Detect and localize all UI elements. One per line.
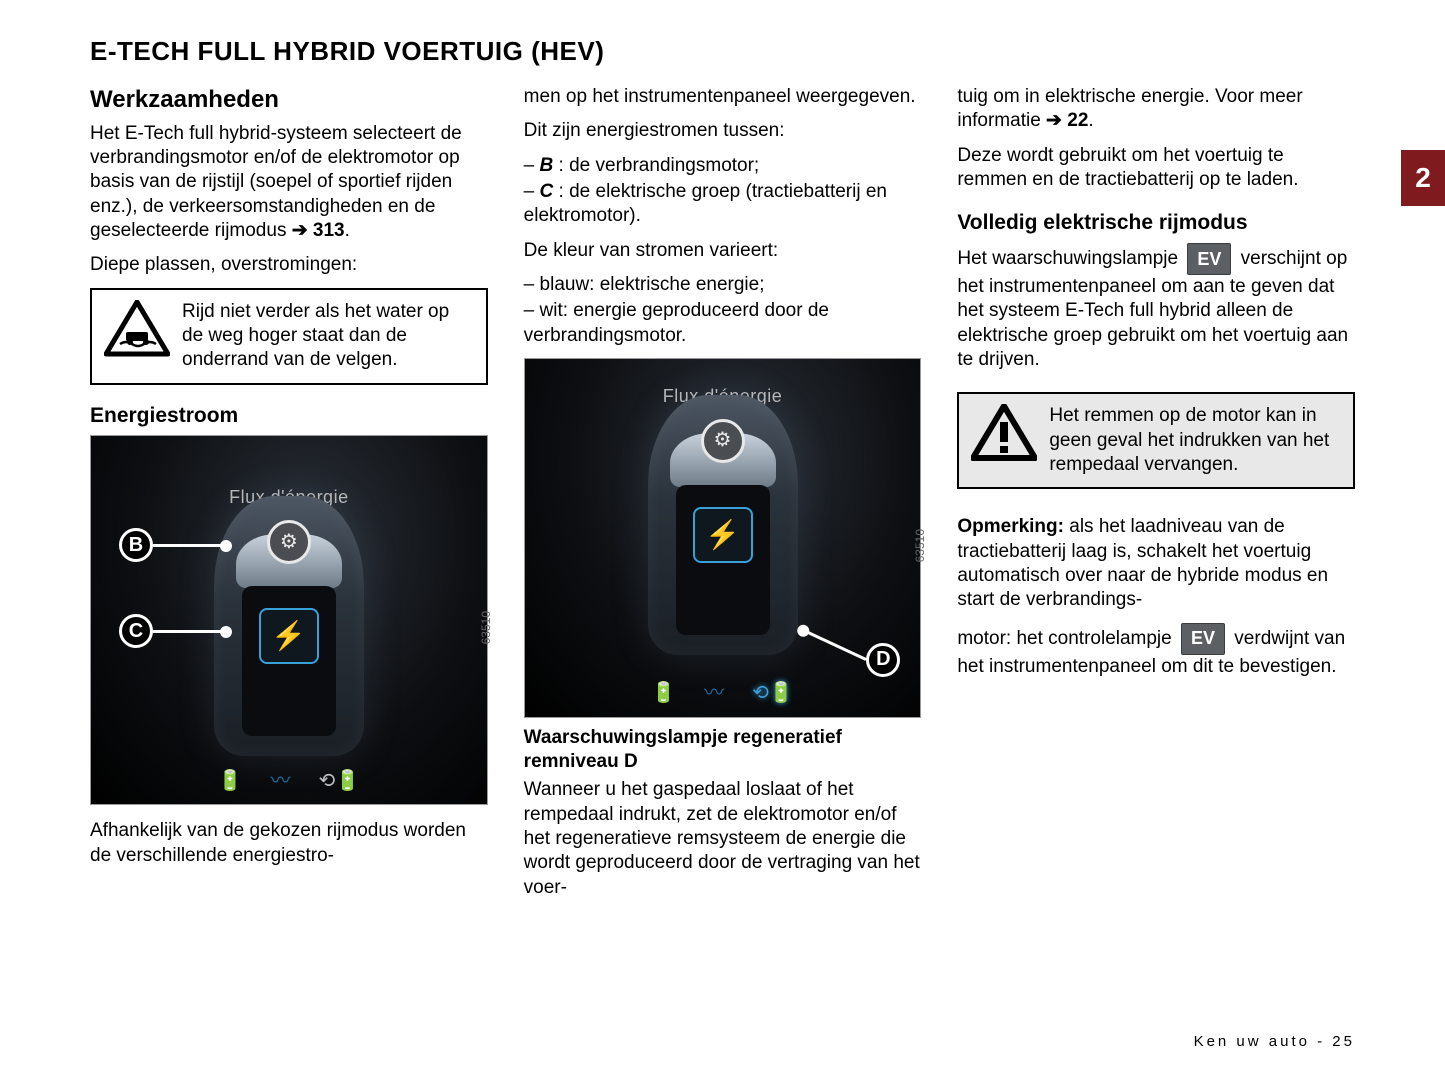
wave-icon: 〰 bbox=[704, 681, 724, 707]
note-label: Opmerking: bbox=[957, 516, 1064, 537]
figure-id: 63510 bbox=[913, 529, 928, 562]
text: Diepe plassen, overstromingen: bbox=[90, 253, 488, 277]
ref-22: 22 bbox=[1067, 110, 1088, 131]
column-3: tuig om in elektrische energie. Voor mee… bbox=[957, 85, 1355, 910]
ev-badge-icon: EV bbox=[1187, 243, 1231, 275]
text: Wanneer u het gaspedaal loslaat of het r… bbox=[524, 778, 922, 900]
warning-text: Rijd niet verder als het water op de weg… bbox=[182, 300, 474, 373]
arrow-icon: ➔ bbox=[1046, 110, 1067, 131]
warning-flooding: Rijd niet verder als het water op de weg… bbox=[90, 288, 488, 385]
ev-badge-icon: EV bbox=[1181, 623, 1225, 655]
callout-c: C bbox=[119, 614, 153, 648]
text: motor: het controlelampje bbox=[957, 628, 1171, 649]
page-footer: Ken uw auto - 25 bbox=[1194, 1033, 1355, 1050]
regen-icon: ⟲🔋 bbox=[318, 769, 360, 795]
battery-small-icon: 🔋 bbox=[218, 769, 243, 795]
text: Dit zijn energiestromen tussen: bbox=[524, 119, 922, 143]
warning-triangle-icon bbox=[971, 404, 1037, 462]
text: Het waarschuwingslampje bbox=[957, 248, 1178, 269]
text: Deze wordt gebruikt om het voertuig te r… bbox=[957, 144, 1355, 193]
battery-icon: ⚡ bbox=[693, 507, 753, 563]
engine-icon: ⚙ bbox=[701, 419, 745, 463]
text: Afhankelijk van de gekozen rijmodus word… bbox=[90, 819, 488, 868]
column-1: Werkzaamheden Het E-Tech full hybrid-sys… bbox=[90, 85, 488, 910]
arrow-icon: ➔ bbox=[292, 220, 313, 241]
column-2: men op het instrumentenpaneel weergegeve… bbox=[524, 85, 922, 910]
label-b: B bbox=[540, 155, 554, 176]
warning-brake: Het remmen op de motor kan in geen geval… bbox=[957, 392, 1355, 489]
heading-regen-lamp: Waarschuwingslampje regeneratief remnive… bbox=[524, 726, 922, 775]
figure-energy-flow-bc: Flux d'énergie ⚙ ⚡ B C 🔋 〰 bbox=[90, 435, 488, 805]
text: tuig om in elektrische energie. Voor mee… bbox=[957, 86, 1302, 131]
heading-werkzaamheden: Werkzaamheden bbox=[90, 85, 488, 116]
list-item: blauw: elektrische energie; bbox=[524, 273, 922, 297]
text: men op het instrumentenpaneel weergegeve… bbox=[524, 85, 922, 109]
warning-car-water-icon bbox=[104, 300, 170, 358]
figure-id: 63510 bbox=[479, 611, 494, 644]
heading-energiestroom: Energiestroom bbox=[90, 403, 488, 430]
text: De kleur van stromen varieert: bbox=[524, 239, 922, 263]
ref-313: 313 bbox=[313, 220, 345, 241]
wave-icon: 〰 bbox=[270, 769, 290, 795]
text: Het E-Tech full hybrid-systeem selecteer… bbox=[90, 123, 462, 241]
figure-energy-flow-d: Flux d'énergie ⚙ ⚡ D 🔋 〰 ⟲🔋 bbox=[524, 358, 922, 718]
battery-small-icon: 🔋 bbox=[651, 681, 676, 707]
engine-icon: ⚙ bbox=[267, 520, 311, 564]
page-title: E-TECH FULL HYBRID VOERTUIG (HEV) bbox=[90, 36, 1355, 67]
callout-d: D bbox=[866, 643, 900, 677]
chapter-tab: 2 bbox=[1401, 150, 1445, 206]
warning-text: Het remmen op de motor kan in geen geval… bbox=[1049, 404, 1341, 477]
callout-b: B bbox=[119, 528, 153, 562]
text: : de verbrandingsmotor; bbox=[559, 155, 760, 176]
label-c: C bbox=[540, 181, 554, 202]
regen-icon: ⟲🔋 bbox=[752, 681, 794, 707]
text: : de elektrische groep (tractiebatterij … bbox=[524, 181, 887, 226]
heading-ev-mode: Volledig elektrische rijmodus bbox=[957, 210, 1355, 237]
list-item: wit: energie geproduceerd door de verbra… bbox=[524, 299, 922, 348]
battery-icon: ⚡ bbox=[259, 608, 319, 664]
